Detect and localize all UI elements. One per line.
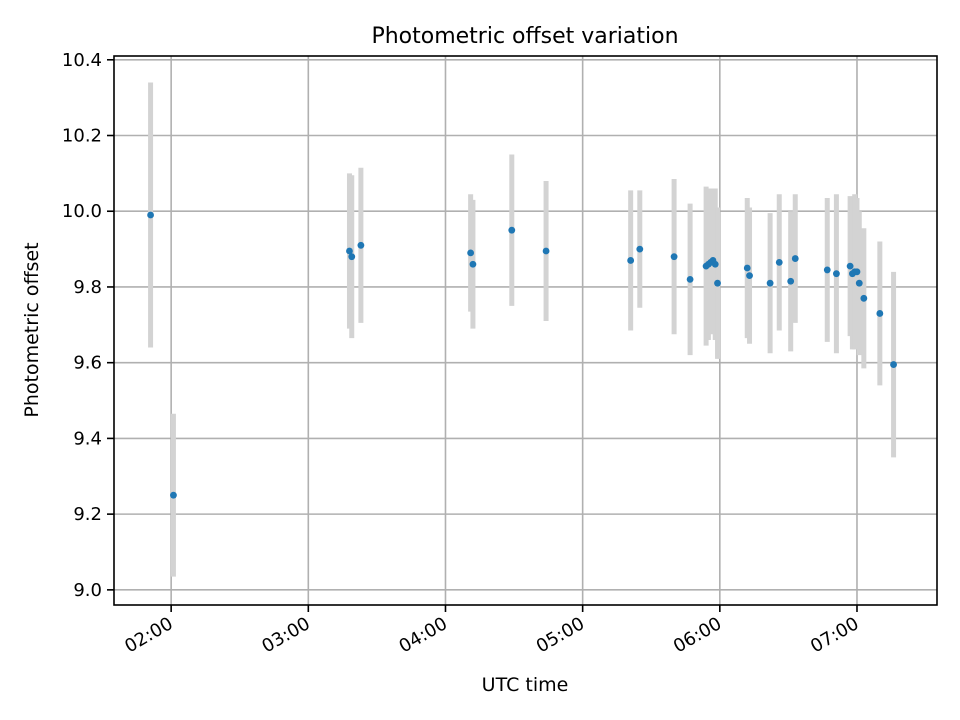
data-point bbox=[846, 262, 854, 270]
data-point bbox=[636, 245, 644, 253]
data-point bbox=[346, 247, 353, 255]
y-tick-label: 9.8 bbox=[73, 277, 102, 298]
data-point bbox=[787, 277, 795, 285]
data-point bbox=[627, 257, 635, 264]
y-tick-label: 9.0 bbox=[73, 580, 102, 601]
data-point bbox=[686, 275, 694, 283]
data-point bbox=[876, 310, 884, 317]
data-point bbox=[853, 268, 861, 276]
chart-title: Photometric offset variation bbox=[371, 24, 678, 49]
y-tick-label: 9.2 bbox=[73, 504, 102, 525]
data-point bbox=[746, 272, 753, 279]
data-point bbox=[508, 226, 516, 234]
data-point bbox=[860, 294, 868, 302]
data-point bbox=[743, 264, 751, 272]
data-point bbox=[855, 279, 863, 287]
data-point bbox=[711, 260, 719, 268]
data-point bbox=[469, 260, 477, 268]
data-point bbox=[714, 279, 721, 287]
plot-frame bbox=[113, 55, 938, 606]
data-point bbox=[791, 255, 799, 262]
y-tick-label: 9.4 bbox=[73, 428, 102, 449]
data-point bbox=[467, 249, 475, 257]
data-point bbox=[833, 270, 840, 278]
data-point bbox=[357, 241, 365, 249]
data-point bbox=[766, 279, 774, 287]
y-tick-label: 10.0 bbox=[62, 201, 102, 222]
data-point bbox=[670, 253, 678, 261]
data-point bbox=[823, 266, 831, 274]
y-axis-label: Photometric offset bbox=[21, 242, 43, 417]
data-point bbox=[170, 491, 177, 499]
point-layer bbox=[147, 211, 897, 499]
data-point bbox=[348, 253, 356, 261]
data-point bbox=[147, 211, 154, 219]
y-tick-label: 10.2 bbox=[62, 126, 102, 147]
data-point bbox=[542, 247, 550, 255]
y-tick-label: 9.6 bbox=[73, 353, 102, 374]
data-point bbox=[890, 361, 897, 368]
data-point bbox=[775, 258, 783, 266]
x-axis-label: UTC time bbox=[482, 674, 569, 696]
y-tick-label: 10.4 bbox=[62, 50, 102, 71]
